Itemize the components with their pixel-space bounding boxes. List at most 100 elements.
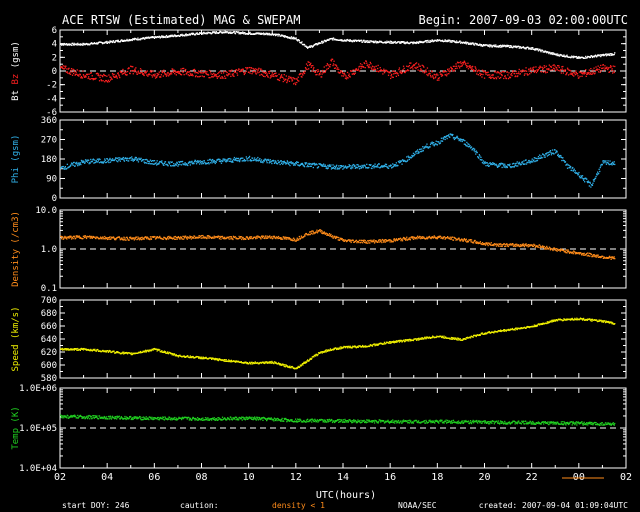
data-point [241, 157, 243, 159]
data-point [185, 73, 187, 75]
data-point [64, 237, 66, 239]
data-point [278, 79, 281, 82]
data-point [112, 76, 115, 78]
data-point [168, 162, 170, 164]
data-point [249, 31, 251, 34]
data-point [228, 160, 230, 162]
data-point [225, 160, 227, 162]
data-point [126, 353, 129, 355]
data-point [268, 71, 270, 73]
data-point [63, 68, 65, 70]
data-point [392, 70, 394, 72]
data-point [79, 237, 81, 239]
data-point [175, 238, 177, 240]
data-point [83, 75, 85, 77]
data-point [431, 237, 433, 239]
data-point [175, 163, 177, 165]
data-point [214, 357, 216, 360]
data-point [370, 239, 372, 241]
data-point [151, 36, 154, 38]
data-point [572, 74, 574, 76]
data-point [211, 358, 213, 360]
data-point [592, 69, 594, 71]
data-point [478, 154, 480, 156]
data-point [539, 247, 541, 249]
data-point [449, 41, 451, 43]
data-point [596, 68, 598, 70]
data-point [222, 77, 224, 79]
data-point [96, 158, 99, 160]
data-point [200, 72, 202, 74]
data-point [204, 71, 206, 74]
data-point [176, 161, 178, 163]
data-point [96, 161, 98, 163]
data-point [596, 69, 598, 71]
data-point [524, 47, 527, 49]
data-point [522, 245, 524, 247]
data-point [329, 234, 332, 236]
data-point [224, 359, 226, 361]
data-point [555, 69, 557, 72]
data-point [433, 145, 435, 147]
data-point [366, 40, 368, 42]
data-point [425, 146, 428, 148]
data-point [357, 164, 359, 166]
data-point [313, 162, 315, 164]
data-point [221, 32, 223, 34]
data-point [97, 159, 100, 161]
data-point [488, 242, 490, 244]
data-point [260, 73, 263, 75]
data-point [161, 70, 163, 72]
data-point [236, 74, 239, 76]
data-point [222, 237, 225, 239]
data-point [235, 69, 238, 71]
data-point [414, 42, 417, 44]
data-point [92, 236, 94, 239]
data-point [175, 74, 177, 76]
data-point [173, 237, 175, 240]
data-point [195, 356, 197, 358]
data-point [232, 75, 234, 77]
data-point [340, 165, 342, 167]
data-point [328, 165, 330, 167]
data-point [179, 238, 181, 240]
data-point [82, 160, 84, 162]
data-point [92, 235, 94, 238]
data-point [233, 70, 236, 73]
data-point [442, 138, 445, 140]
data-point [431, 71, 433, 73]
data-point [440, 73, 442, 75]
data-point [432, 142, 434, 144]
data-point [505, 245, 507, 247]
data-point [260, 68, 262, 70]
data-point [537, 68, 540, 71]
data-point [490, 44, 492, 47]
data-point [309, 64, 311, 66]
data-point [166, 351, 169, 353]
data-point [74, 165, 76, 167]
data-point [178, 237, 181, 239]
data-point [106, 75, 108, 77]
data-point [73, 72, 75, 75]
data-point [89, 78, 91, 80]
data-point [572, 170, 574, 172]
data-point [394, 165, 396, 167]
data-point [101, 80, 103, 82]
data-point [436, 236, 438, 239]
data-point [518, 244, 520, 247]
data-point [142, 238, 144, 240]
data-point [223, 160, 225, 162]
data-point [166, 236, 169, 239]
begin-time: Begin: 2007-09-03 02:00:00UTC [418, 13, 628, 27]
data-point [153, 37, 156, 39]
data-point [402, 159, 404, 161]
data-point [225, 77, 227, 79]
data-point [296, 161, 298, 163]
data-point [123, 351, 125, 353]
data-point [332, 237, 335, 239]
data-point [92, 79, 94, 81]
data-point [453, 136, 455, 139]
data-point [333, 235, 336, 237]
data-point [289, 36, 291, 39]
data-point [370, 164, 372, 166]
